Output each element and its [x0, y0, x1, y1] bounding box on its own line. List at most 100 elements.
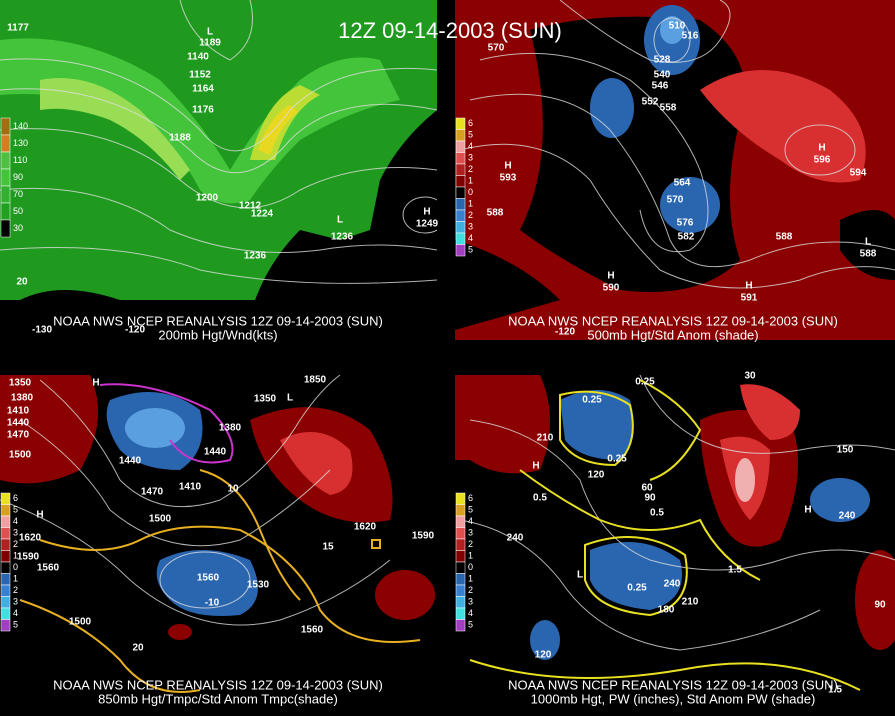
legend-label: 1: [13, 551, 18, 561]
contour-label: 1470: [7, 430, 30, 441]
legend-swatch: [455, 117, 466, 130]
contour-label: 0.5: [533, 493, 547, 504]
legend-swatch: [455, 561, 466, 574]
contour-label: 1440: [119, 456, 142, 467]
contour-label: 1410: [7, 406, 30, 417]
legend-label: 50: [13, 206, 23, 216]
legend-swatch: [455, 619, 466, 632]
legend-swatch: [455, 198, 466, 211]
contour-label: 528: [654, 55, 671, 66]
contour-label: 1560: [37, 563, 60, 574]
legend-swatch: [0, 151, 11, 170]
legend-label: 2: [13, 585, 18, 595]
contour-label: H: [607, 271, 614, 282]
contour-label: H: [745, 281, 752, 292]
contour-label: L: [865, 237, 871, 248]
contour-label: 576: [677, 218, 694, 229]
contour-label: 582: [678, 232, 695, 243]
legend-label: 2: [468, 539, 473, 549]
contour-label: L: [207, 27, 213, 38]
legend-label: 140: [13, 121, 28, 131]
contour-label: 596: [814, 155, 831, 166]
contour-label: 20: [132, 643, 144, 654]
contour-label: 1176: [192, 105, 214, 116]
contour-label: 120: [588, 470, 605, 481]
caption: 200mb Hgt/Wnd(kts): [158, 327, 277, 342]
contour-label: 210: [682, 597, 699, 608]
contour-label: 588: [860, 249, 877, 260]
contour-label: 588: [776, 232, 793, 243]
contour-label: 516: [682, 31, 699, 42]
contour-label: 588: [487, 208, 504, 219]
legend-swatch: [455, 550, 466, 563]
legend-swatch: [0, 619, 11, 632]
caption: 500mb Hgt/Std Anom (shade): [587, 327, 758, 342]
legend-label: 0: [468, 187, 473, 197]
caption: 850mb Hgt/Tmpc/Std Anom Tmpc(shade): [98, 691, 338, 706]
contour-label: 1440: [204, 447, 227, 458]
contour-label: 1500: [69, 617, 92, 628]
contour-label: 0.25: [627, 583, 647, 594]
contour-label: 1350: [254, 394, 277, 405]
contour-label: H: [818, 143, 825, 154]
contour-label: 0.5: [650, 508, 664, 519]
contour-label: -10: [205, 598, 220, 609]
legend-label: 3: [468, 597, 473, 607]
legend-label: 2: [468, 210, 473, 220]
contour-label: 1224: [251, 209, 274, 220]
legend-label: 6: [468, 493, 473, 503]
contour-label: 90: [874, 600, 886, 611]
contour-label: 591: [741, 293, 758, 304]
legend-swatch: [455, 175, 466, 188]
legend-label: 110: [13, 155, 27, 165]
legend-label: 6: [468, 118, 473, 128]
legend-label: 6: [13, 493, 18, 503]
panel-500mb: [455, 0, 895, 340]
contour-label: 1350: [9, 378, 32, 389]
contour-label: 1177: [7, 23, 29, 34]
contour-label: 1410: [179, 482, 202, 493]
legend-swatch: [0, 117, 11, 136]
contour-label: 1440: [7, 418, 30, 429]
legend-swatch: [0, 492, 11, 505]
legend-label: 1: [13, 574, 18, 584]
legend-swatch: [455, 492, 466, 505]
contour-label: 1.5: [828, 685, 842, 696]
contour-label: H: [532, 461, 539, 472]
contour-label: 1590: [17, 552, 40, 563]
legend-label: 0: [468, 562, 473, 572]
legend-label: 3: [13, 597, 18, 607]
legend-swatch: [455, 244, 466, 257]
contour-label: L: [577, 570, 583, 581]
contour-label: 0.25: [582, 395, 602, 406]
contour-label: -120: [125, 325, 145, 336]
contour-label: 1140: [187, 52, 209, 63]
contour-label: 150: [837, 445, 854, 456]
contour-label: 0.25: [635, 377, 655, 388]
legend-label: 2: [468, 164, 473, 174]
contour-label: H: [804, 505, 811, 516]
legend-label: 5: [13, 620, 18, 630]
contour-label: 1212: [239, 201, 262, 212]
contour-label: 180: [658, 605, 675, 616]
legend-swatch: [455, 573, 466, 586]
contour-label: 1189: [199, 38, 221, 49]
contour-label: 240: [839, 511, 856, 522]
contour-label: 1380: [11, 393, 34, 404]
legend-label: 70: [13, 189, 23, 199]
contour-label: 594: [850, 168, 867, 179]
contour-label: 570: [488, 43, 505, 54]
legend-swatch: [455, 209, 466, 222]
legend-label: 5: [13, 505, 18, 515]
contour-label: 1380: [219, 423, 242, 434]
legend-label: 90: [13, 172, 23, 182]
legend-label: 4: [13, 608, 18, 618]
caption: NOAA NWS NCEP REANALYSIS 12Z 09-14-2003 …: [508, 313, 838, 328]
contour-label: 1620: [354, 522, 377, 533]
legend-swatch: [0, 219, 11, 238]
legend-label: 4: [468, 516, 473, 526]
contour-label: 1164: [192, 84, 214, 95]
legend-swatch: [455, 527, 466, 540]
contour-label: 1560: [301, 625, 324, 636]
caption: NOAA NWS NCEP REANALYSIS 12Z 09-14-2003 …: [53, 677, 383, 692]
